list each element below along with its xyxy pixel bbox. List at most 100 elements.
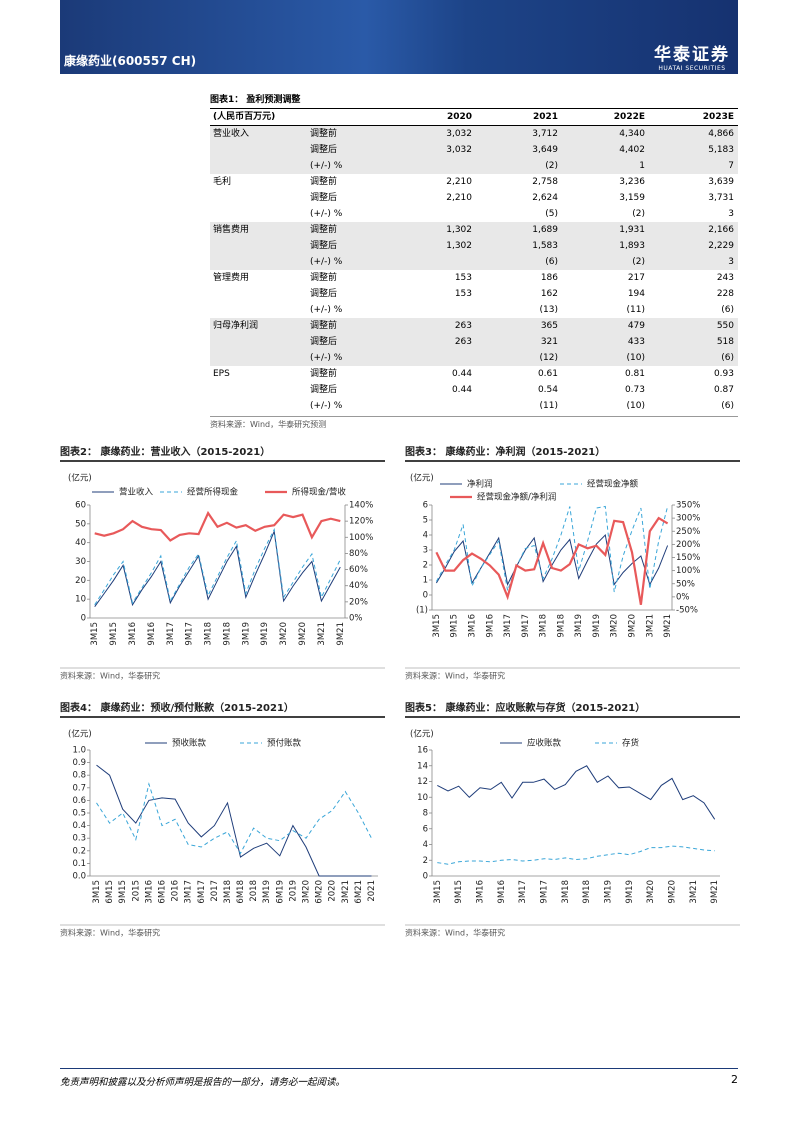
cell: 0.54 — [537, 385, 558, 395]
cell: 4,340 — [619, 129, 645, 139]
cell: 263 — [454, 321, 472, 331]
y-tick-label: (1) — [416, 606, 428, 616]
cell: 518 — [716, 337, 734, 347]
cell: 1,302 — [446, 241, 472, 251]
table-row: 管理费用 调整前 153 186 217 243 — [210, 270, 738, 286]
forecast-table: 图表1： 盈利预测调整 (人民币百万元) 2020 2021 2022E 2023E … — [210, 92, 738, 433]
row-group-name: 销售费用 — [213, 225, 250, 235]
row-label: (+/-) % — [310, 305, 343, 315]
y2-tick-label: 250% — [676, 527, 700, 537]
x-tick-label: 6M20 — [315, 880, 325, 904]
y-tick-label: 40 — [75, 538, 86, 548]
cell: (2) — [545, 161, 558, 171]
y-tick-label: 0.3 — [72, 834, 86, 844]
cell: 550 — [716, 321, 734, 331]
cell: 3,712 — [532, 129, 558, 139]
y-tick-label: 10 — [75, 595, 86, 605]
y-tick-label: 10 — [417, 793, 428, 803]
legend-label: 所得现金/营收 — [292, 487, 346, 498]
x-tick-label: 3M17 — [166, 622, 176, 646]
table-row: (+/-) % (13) (11) (6) — [210, 302, 738, 318]
y2-tick-label: 100% — [349, 533, 373, 543]
cell: (6) — [545, 257, 558, 267]
cell: 1,893 — [619, 241, 645, 251]
x-tick-label: 9M17 — [185, 622, 195, 646]
y-tick-label: 0.4 — [72, 821, 86, 831]
row-label: 调整前 — [310, 177, 338, 187]
cell: 365 — [540, 321, 558, 331]
y-tick-label: 3 — [423, 546, 428, 556]
row-label: 调整后 — [310, 145, 338, 155]
row-group-name: 归母净利润 — [213, 321, 259, 331]
x-tick-label: 9M16 — [147, 622, 157, 646]
x-tick-label: 6M17 — [197, 880, 207, 904]
x-tick-label: 9M20 — [668, 880, 678, 904]
table-row: 调整后 2,210 2,624 3,159 3,731 — [210, 190, 738, 206]
cell: 3,032 — [446, 129, 472, 139]
cell: 2,229 — [708, 241, 734, 251]
y-tick-label: 30 — [75, 557, 86, 567]
x-tick-label: 3M18 — [539, 614, 549, 638]
series-line — [94, 529, 341, 607]
cell: 1,302 — [446, 225, 472, 235]
cell: 1,583 — [532, 241, 558, 251]
y-tick-label: 0 — [423, 591, 428, 601]
y-tick-label: 60 — [75, 501, 86, 511]
x-tick-label: 3M20 — [646, 880, 656, 904]
table-row: 毛利 调整前 2,210 2,758 3,236 3,639 — [210, 174, 738, 190]
y-tick-label: 5 — [423, 516, 428, 526]
cell: 2,624 — [532, 193, 558, 203]
x-tick-label: 2019 — [288, 880, 298, 902]
cell: 3 — [728, 209, 734, 219]
y-tick-label: 0 — [423, 872, 428, 882]
cell: 3,032 — [446, 145, 472, 155]
cell: 3,731 — [708, 193, 734, 203]
cell: 263 — [454, 337, 472, 347]
x-tick-label: 3M18 — [561, 880, 571, 904]
x-tick-label: 9M15 — [454, 880, 464, 904]
row-label: 调整后 — [310, 241, 338, 251]
x-tick-label: 3M15 — [432, 614, 442, 638]
cell: 3,649 — [532, 145, 558, 155]
cell: (2) — [632, 209, 645, 219]
chart-source: 资料来源：Wind，华泰研究 — [405, 671, 505, 681]
cell: 186 — [540, 273, 558, 283]
cell: (6) — [721, 353, 734, 363]
series-line — [435, 516, 669, 605]
cell: (11) — [539, 401, 558, 411]
cell: 0.44 — [451, 369, 472, 379]
series-line — [96, 782, 372, 855]
y-tick-label: 0.2 — [72, 846, 86, 856]
table-title: 图表1： 盈利预测调整 — [210, 92, 738, 109]
cell: 2,210 — [446, 193, 472, 203]
table-group: EPS 调整前 0.44 0.61 0.81 0.93 调整后 0.44 0.54 0.73 0.8… — [210, 366, 738, 414]
legend-label: 经营现金净额/净利润 — [477, 492, 556, 503]
x-tick-label: 3M16 — [476, 880, 486, 904]
y2-tick-label: -50% — [676, 606, 698, 616]
table-group: 毛利 调整前 2,210 2,758 3,236 3,639 调整后 2,210 2,624 3,… — [210, 174, 738, 222]
table-group: 销售费用 调整前 1,302 1,689 1,931 2,166 调整后 1,302 1,583… — [210, 222, 738, 270]
cell: (10) — [626, 401, 645, 411]
x-tick-label: 2020 — [328, 880, 338, 902]
y-tick-label: 1.0 — [72, 746, 86, 756]
y-tick-label: 0.8 — [72, 771, 86, 781]
column-header: 2023E — [702, 112, 734, 122]
x-tick-label: 9M21 — [710, 880, 720, 904]
cell: 4,866 — [708, 129, 734, 139]
cell: 153 — [454, 289, 472, 299]
series-line — [437, 765, 716, 820]
y-tick-label: 0 — [81, 614, 86, 624]
cell: 321 — [540, 337, 558, 347]
table-row: (+/-) % (6) (2) 3 — [210, 254, 738, 270]
cell: 479 — [627, 321, 645, 331]
cell: 0.61 — [537, 369, 558, 379]
row-label: 调整后 — [310, 385, 338, 395]
x-tick-label: 9M15 — [450, 614, 460, 638]
y2-tick-label: 0% — [676, 592, 690, 602]
table-row: 营业收入 调整前 3,032 3,712 4,340 4,866 — [210, 126, 738, 142]
table-row: (+/-) % (5) (2) 3 — [210, 206, 738, 222]
y2-tick-label: 140% — [349, 501, 373, 511]
cell: 217 — [627, 273, 645, 283]
series-line — [94, 527, 341, 606]
y-tick-label: 14 — [417, 761, 428, 771]
